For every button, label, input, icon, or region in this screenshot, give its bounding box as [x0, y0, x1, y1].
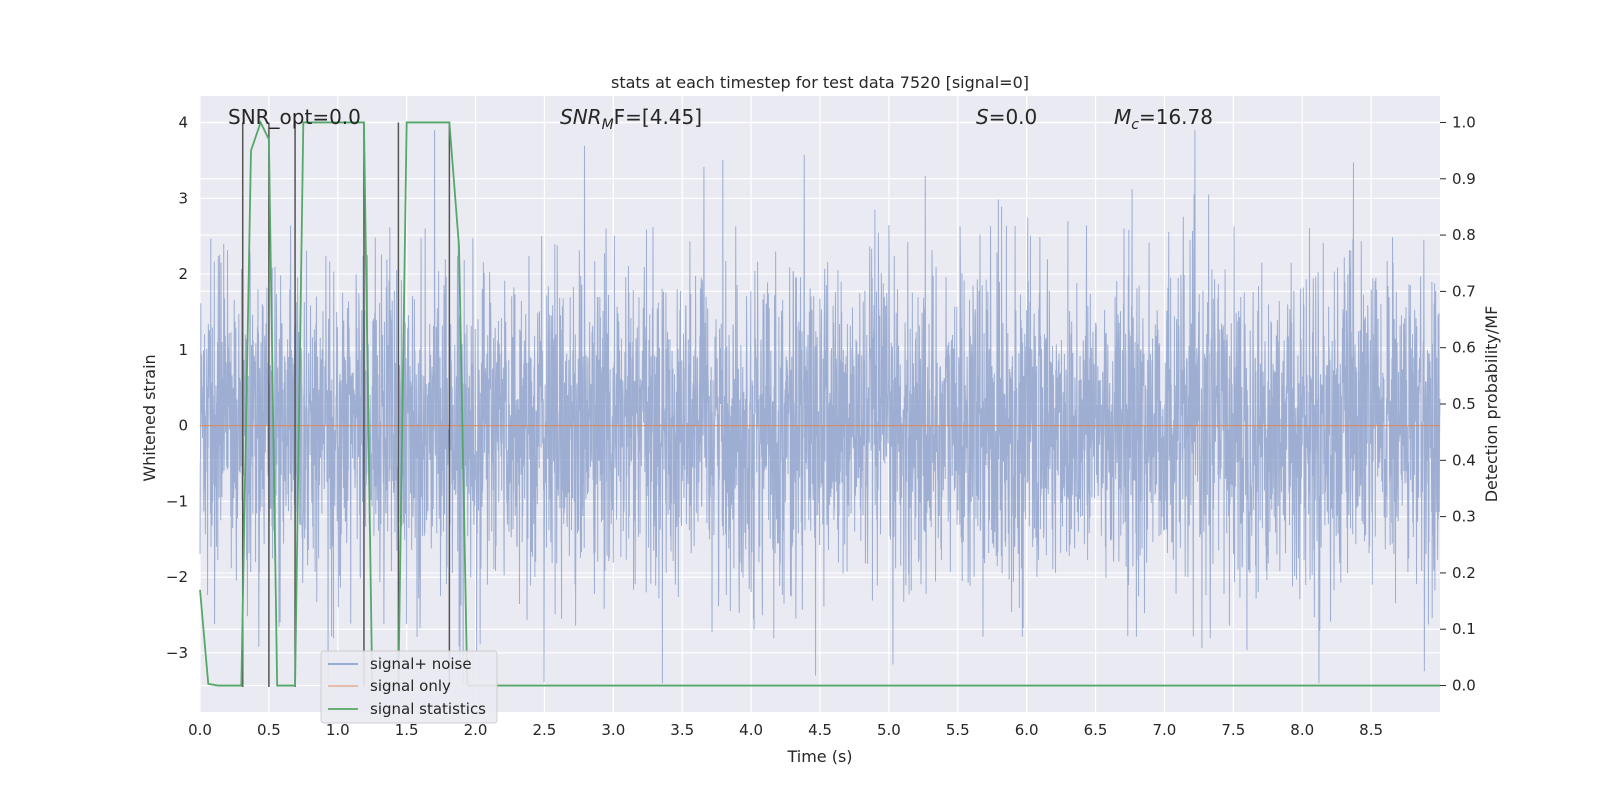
legend-label-signal-noise: signal+ noise: [370, 655, 472, 673]
y2-tick-label: 0.3: [1452, 508, 1476, 526]
x-tick-label: 3.0: [601, 721, 625, 739]
y-tick-label: 2: [178, 265, 188, 283]
x-tick-label: 3.5: [670, 721, 694, 739]
annotation-mc-rest: =16.78: [1139, 105, 1213, 129]
y-tick-label: 0: [178, 417, 188, 435]
vertical-markers: [241, 122, 451, 687]
y2-tick-label: 0.2: [1452, 564, 1476, 582]
x-tick-label: 6.5: [1084, 721, 1108, 739]
annotation-mc-sub: c: [1131, 117, 1139, 133]
y-tick-label: 1: [178, 341, 188, 359]
annotation-snr-mf: SNRMF=[4.45]: [560, 105, 702, 133]
x-tick-label: 8.5: [1359, 721, 1383, 739]
y-tick-label: −1: [166, 492, 188, 510]
annotation-snr-mf-sub: M: [602, 117, 614, 133]
annotation-s: S=0.0: [976, 105, 1037, 129]
y2-axis-label: Detection probability/MF: [1482, 306, 1501, 503]
annotation-snr-mf-rest: F=[4.45]: [614, 105, 702, 129]
y-tick-labels: −3 −2 −1 0 1 2 3 4: [166, 114, 188, 662]
x-tick-label: 0.0: [188, 721, 212, 739]
legend-label-signal-only: signal only: [370, 677, 451, 695]
legend-box: [320, 650, 498, 724]
annotation-mc: Mc=16.78: [1114, 105, 1213, 133]
x-tick-label: 1.0: [326, 721, 350, 739]
x-tick-label: 5.0: [877, 721, 901, 739]
y2-tick-labels: 0.0 0.1 0.2 0.3 0.4 0.5 0.6 0.7 0.8 0.9 1.0: [1440, 113, 1476, 695]
series-signal-statistics: [199, 120, 1440, 687]
legend: signal+ noise signal only signal statist…: [320, 650, 498, 724]
series-signal-noise: [199, 130, 1441, 684]
annotation-s-rest: =0.0: [989, 105, 1038, 129]
x-tick-label: 7.5: [1221, 721, 1245, 739]
y2-tick-label: 1.0: [1452, 113, 1476, 131]
y-axis-label: Whitened strain: [140, 354, 159, 481]
y2-tick-label: 0.9: [1452, 170, 1476, 188]
y-tick-label: −2: [166, 568, 188, 586]
x-tick-label: 5.5: [946, 721, 970, 739]
y2-tick-label: 0.4: [1452, 451, 1476, 469]
x-tick-label: 2.0: [464, 721, 488, 739]
annotation-mc-base: M: [1114, 105, 1131, 129]
x-tick-label: 7.0: [1153, 721, 1177, 739]
x-tick-label: 4.0: [739, 721, 763, 739]
chart-title: stats at each timestep for test data 752…: [611, 73, 1029, 92]
x-tick-label: 1.5: [395, 721, 419, 739]
annotation-s-base: S: [976, 105, 989, 129]
signal-statistics-line: [199, 120, 1440, 687]
x-tick-label: 2.5: [533, 721, 557, 739]
y2-tick-label: 0.0: [1452, 677, 1476, 695]
signal-noise-line: [199, 130, 1441, 684]
y2-tick-label: 0.6: [1452, 339, 1476, 357]
y2-tick-label: 0.1: [1452, 620, 1476, 638]
legend-label-signal-statistics: signal statistics: [370, 700, 486, 718]
y-tick-label: 3: [178, 189, 188, 207]
annotation-snr-mf-base: SNR: [560, 105, 602, 129]
y2-tick-label: 0.5: [1452, 395, 1476, 413]
x-tick-label: 4.5: [808, 721, 832, 739]
x-tick-label: 0.5: [257, 721, 281, 739]
y-tick-label: −3: [166, 644, 188, 662]
x-axis-label: Time (s): [786, 747, 852, 766]
x-tick-labels: 0.0 0.5 1.0 1.5 2.0 2.5 3.0 3.5 4.0 4.5 5.0 5.5 6.0 6…: [188, 721, 1383, 739]
annotation-snr-opt: SNR_opt=0.0: [228, 105, 361, 129]
y2-tick-label: 0.8: [1452, 226, 1476, 244]
y2-tick-label: 0.7: [1452, 282, 1476, 300]
x-tick-label: 6.0: [1015, 721, 1039, 739]
x-tick-label: 8.0: [1290, 721, 1314, 739]
y-tick-label: 4: [178, 114, 188, 132]
